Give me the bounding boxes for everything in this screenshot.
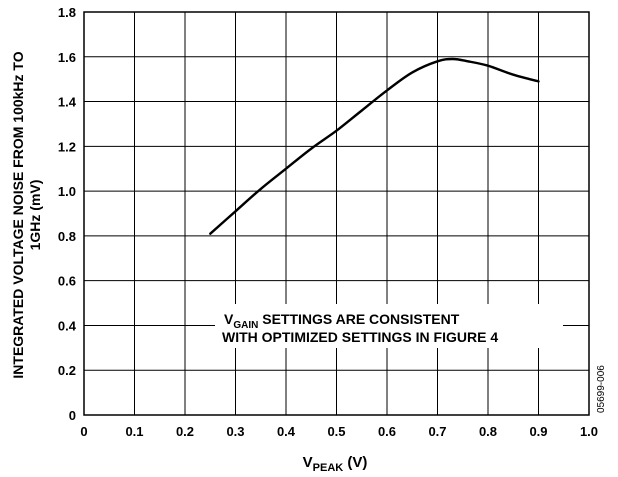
y-tick-label: 1.0 — [58, 184, 76, 199]
series-line-0 — [209, 57, 540, 235]
y-tick-label: 0 — [69, 408, 76, 423]
y-tick-label: 0.6 — [58, 274, 76, 289]
figure-id: 05699-006 — [596, 365, 607, 413]
grid — [84, 12, 589, 415]
y-tick-label: 1.2 — [58, 139, 76, 154]
y-tick-label: 1.8 — [58, 5, 76, 20]
x-tick-label: 0.4 — [277, 424, 296, 439]
annotation-sub: GAIN — [233, 320, 258, 331]
x-tick-label: 0.9 — [529, 424, 547, 439]
y-tick-label: 1.4 — [58, 95, 77, 110]
y-tick-label: 0.8 — [58, 229, 76, 244]
y-tick-labels: 0 0.2 0.4 0.6 0.8 1.0 1.2 1.4 1.6 1.8 — [58, 5, 77, 423]
x-tick-label: 0.3 — [226, 424, 244, 439]
y-axis-label-line2: 1GHz (mV) — [27, 180, 43, 251]
x-axis-label-tail: (V) — [343, 454, 367, 471]
x-tick-label: 0.7 — [428, 424, 446, 439]
y-tick-label: 1.6 — [58, 50, 76, 65]
annotation-v: V — [224, 311, 234, 327]
annotation-line1: VGAIN SETTINGS ARE CONSISTENT — [224, 311, 460, 331]
y-tick-label: 0.4 — [58, 318, 77, 333]
x-axis-label-main: V — [303, 454, 313, 471]
x-tick-label: 0.1 — [125, 424, 143, 439]
series-group — [209, 57, 540, 235]
x-tick-label: 0.8 — [479, 424, 497, 439]
x-tick-label: 0.6 — [378, 424, 396, 439]
x-tick-labels: 0 0.1 0.2 0.3 0.4 0.5 0.6 0.7 0.8 0.9 1.0 — [80, 424, 598, 439]
y-axis-label-line1: INTEGRATED VOLTAGE NOISE FROM 100kHz TO — [10, 51, 26, 378]
x-axis-label: VPEAK (V) — [303, 454, 368, 474]
x-axis-label-sub: PEAK — [313, 462, 344, 474]
x-tick-label: 0.5 — [327, 424, 345, 439]
x-tick-label: 0 — [80, 424, 87, 439]
annotation-line2: WITH OPTIMIZED SETTINGS IN FIGURE 4 — [222, 329, 498, 345]
plot-frame — [83, 11, 590, 416]
x-tick-label: 0.2 — [176, 424, 194, 439]
annotation-box — [215, 304, 563, 348]
x-tick-label: 1.0 — [580, 424, 598, 439]
annotation-rest: SETTINGS ARE CONSISTENT — [258, 311, 459, 327]
y-tick-label: 0.2 — [58, 363, 76, 378]
